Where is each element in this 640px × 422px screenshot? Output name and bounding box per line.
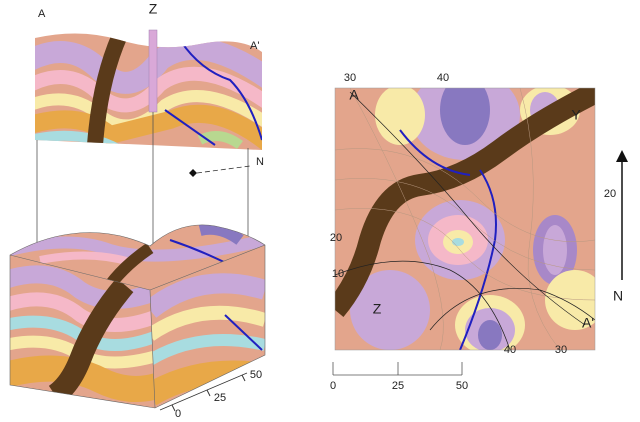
block-scale-label: 25 [214,392,226,404]
map-scale-label: 0 [330,380,336,392]
contour-label: 20 [604,188,616,200]
map-point-a-prime: A' [582,315,594,331]
block-scale-label: 50 [250,369,262,381]
contour-label: 30 [344,72,356,84]
map-point-a: A [349,87,359,103]
map-point-y: Y [571,107,581,123]
block-front [10,255,155,408]
map-point-z: Z [373,301,382,317]
contour-label: 40 [437,72,449,84]
contour-label: 40 [504,344,516,356]
cross-section [35,33,262,150]
borehole [148,29,158,113]
north-label: N [613,288,623,304]
label-a: A [38,8,46,20]
contour-label: 10 [332,268,344,280]
map [335,88,595,350]
contour-label: 30 [555,344,567,356]
label-north: N [256,156,264,168]
label-a-prime: A' [250,40,259,52]
block-scale-label: 0 [175,408,181,420]
map-scale-label: 50 [456,380,468,392]
contour-label: 20 [330,232,342,244]
map-scale-label: 25 [392,380,404,392]
label-z: Z [149,1,158,17]
